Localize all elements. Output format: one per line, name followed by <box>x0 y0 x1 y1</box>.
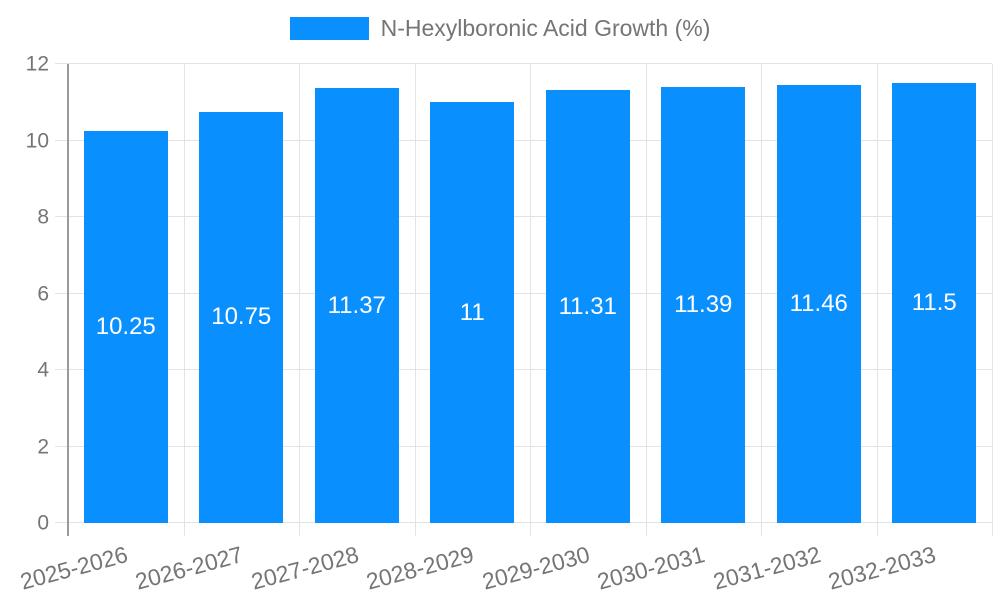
y-gridline <box>55 216 992 217</box>
x-axis-tick-label: 2029-2030 <box>479 541 593 595</box>
y-axis-tick-label: 10 <box>25 129 49 152</box>
bar-value-label: 11.31 <box>558 292 617 320</box>
bar-value-label: 10.75 <box>211 303 272 331</box>
y-gridline <box>55 139 992 141</box>
bar[interactable]: 10.75 <box>199 111 284 523</box>
y-axis-line <box>67 64 69 536</box>
bar[interactable]: 11.46 <box>776 84 861 523</box>
x-gridline <box>183 64 185 536</box>
bar[interactable]: 11.31 <box>545 90 630 523</box>
x-gridline <box>530 64 531 536</box>
bar-value-label: 11 <box>459 298 485 326</box>
x-axis-tick-label: 2028-2029 <box>363 541 477 595</box>
y-gridline <box>55 63 992 64</box>
bar[interactable]: 11 <box>430 102 515 523</box>
y-axis-tick-label: 2 <box>37 435 49 458</box>
x-gridline <box>299 64 300 536</box>
bar[interactable]: 11.39 <box>661 87 746 523</box>
x-axis-tick-label: 2025-2026 <box>17 541 131 595</box>
y-gridline <box>55 522 992 523</box>
y-axis-tick-label: 0 <box>37 511 49 535</box>
bar-value-label: 11.39 <box>674 291 733 319</box>
bar-value-label: 11.5 <box>911 289 957 317</box>
x-axis-tick-label: 2027-2028 <box>248 541 362 595</box>
y-axis-tick-label: 12 <box>25 52 49 76</box>
x-gridline <box>992 64 993 536</box>
legend-label: N-Hexylboronic Acid Growth (%) <box>380 15 711 41</box>
x-gridline <box>414 64 416 536</box>
y-axis-tick-label: 6 <box>37 282 49 305</box>
plot-area: 10.25 10.75 11.37 11 11.31 11.39 11.46 11.5 <box>55 63 993 536</box>
y-axis-tick-label: 4 <box>37 358 49 382</box>
bar-value-label: 10.25 <box>95 312 156 340</box>
bar[interactable]: 10.25 <box>83 130 168 523</box>
bar[interactable]: 11.37 <box>314 88 399 523</box>
x-gridline <box>876 64 878 536</box>
x-gridline <box>645 64 647 536</box>
y-gridline <box>55 292 992 294</box>
legend[interactable]: N-Hexylboronic Acid Growth (%) <box>0 15 1000 42</box>
bar-value-label: 11.37 <box>327 291 386 319</box>
y-gridline <box>55 445 992 447</box>
bar-value-label: 11.46 <box>789 289 848 317</box>
x-axis-tick-label: 2031-2032 <box>710 541 824 595</box>
x-axis-tick-label: 2030-2031 <box>594 541 708 595</box>
x-gridline <box>761 64 762 536</box>
bar[interactable]: 11.5 <box>892 83 977 523</box>
x-axis-tick-label: 2026-2027 <box>132 541 246 595</box>
x-axis-tick-label: 2032-2033 <box>825 541 939 595</box>
legend-swatch-icon <box>289 17 369 40</box>
y-axis-tick-label: 8 <box>37 205 49 229</box>
y-gridline <box>55 369 992 370</box>
